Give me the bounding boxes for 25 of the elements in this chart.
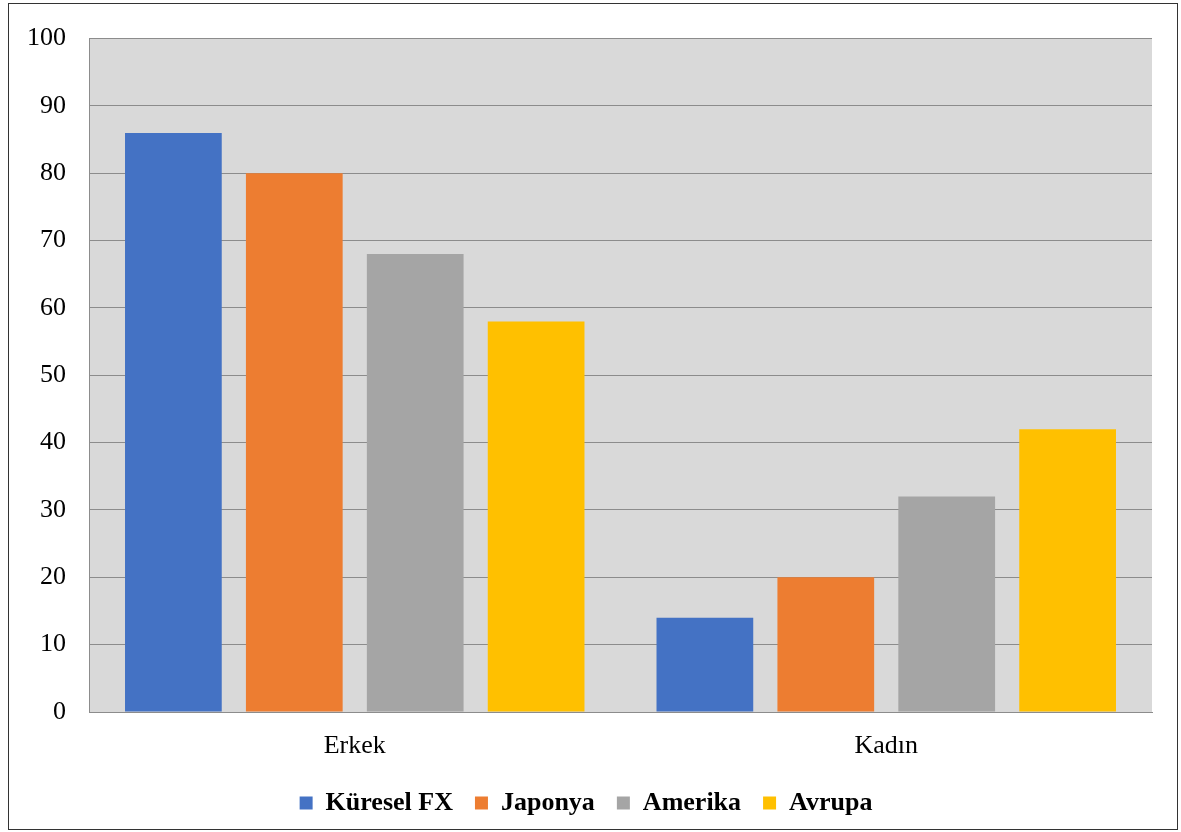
x-tick-label: Kadın bbox=[854, 730, 919, 760]
bar bbox=[487, 321, 585, 712]
legend-label: Avrupa bbox=[789, 786, 873, 816]
y-tick-label: 90 bbox=[40, 89, 66, 119]
legend-label: Küresel FX bbox=[325, 786, 454, 816]
y-tick-label: 60 bbox=[40, 291, 66, 321]
bar bbox=[125, 132, 222, 712]
legend-label: Japonya bbox=[500, 786, 595, 816]
y-tick-label: 20 bbox=[40, 561, 66, 591]
y-tick-label: 10 bbox=[40, 628, 66, 658]
y-tick-label: 0 bbox=[53, 695, 66, 725]
x-tick-label: Erkek bbox=[323, 730, 386, 760]
legend-label: Amerika bbox=[642, 786, 742, 816]
y-tick-label: 50 bbox=[40, 359, 66, 389]
y-tick-label: 100 bbox=[27, 22, 66, 52]
bar bbox=[366, 254, 464, 712]
y-tick-label: 80 bbox=[40, 157, 66, 187]
y-tick-label: 70 bbox=[40, 224, 66, 254]
y-tick-label: 30 bbox=[40, 493, 66, 523]
bar bbox=[245, 173, 343, 712]
bar bbox=[898, 496, 996, 712]
bar bbox=[777, 577, 875, 712]
bar bbox=[656, 617, 754, 712]
bar bbox=[1019, 429, 1116, 712]
y-tick-label: 40 bbox=[40, 426, 66, 456]
